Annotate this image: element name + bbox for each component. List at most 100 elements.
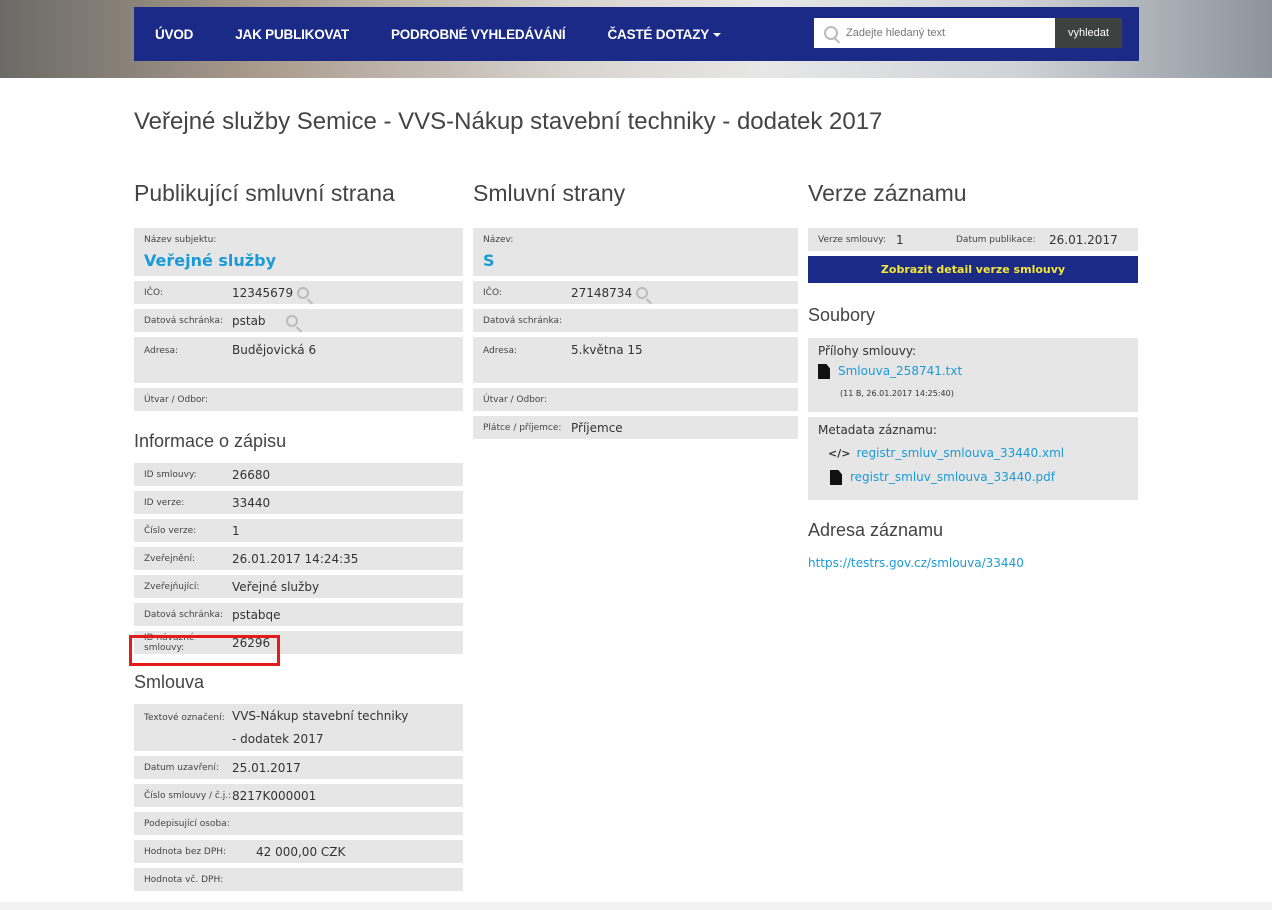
value: VVS-Nákup stavební techniky - dodatek 20… [232,709,409,746]
attachment-link[interactable]: Smlouva_258741.txt [838,364,963,378]
contract-row: Hodnota vč. DPH: [134,868,463,891]
label: Podepisující osoba: [144,818,230,829]
publisher-heading: Publikující smluvní strana [134,180,395,206]
pdf-file-icon [830,470,842,485]
info-row: ID verze: 33440 [134,491,463,514]
label: Datová schránka: [144,315,224,326]
label: Zveřejnění: [144,553,196,564]
page-footer-strip [0,902,1272,910]
value: 12345679 [232,285,294,300]
search-icon[interactable] [285,314,298,327]
label: Datová schránka: [483,315,563,326]
value: 26.01.2017 [1049,232,1118,247]
value: 25.01.2017 [232,760,301,775]
value: 5.května 15 [571,343,643,357]
label: Adresa: [483,346,517,356]
party-address-row: Adresa: 5.května 15 [473,337,798,383]
value: 26680 [232,467,271,482]
label: ID verze: [144,497,185,508]
contract-row: Číslo smlouvy / č.j.: 8217K000001 [134,784,463,807]
nav-caste-dotazy-label: ČASTÉ DOTAZY [607,26,710,42]
version-heading: Verze záznamu [808,180,967,206]
value: 8217K000001 [232,788,317,803]
value: pstab [232,313,266,328]
record-heading: Adresa záznamu [808,520,944,540]
label: Útvar / Odbor: [144,394,209,405]
contract-heading: Smlouva [134,672,205,692]
page-title: Veřejné služby Semice - VVS-Nákup staveb… [134,108,883,135]
label: Textové označení: [144,713,225,723]
nav-uvod[interactable]: ÚVOD [155,26,194,42]
metadata-label: Metadata záznamu: [818,423,937,437]
attachment-meta: (11 B, 26.01.2017 14:25:40) [840,389,954,398]
label: Název: [483,235,514,245]
value: Budějovická 6 [232,343,317,357]
version-detail-button[interactable]: Zobrazit detail verze smlouvy [808,256,1138,283]
value: 42 000,00 CZK [256,844,346,859]
publisher-ds-row: Datová schránka: pstab [134,309,463,332]
label: Útvar / Odbor: [483,394,548,405]
info-row: Číslo verze: 1 [134,519,463,542]
search-icon[interactable] [636,286,649,299]
label: Číslo verze: [144,525,197,536]
info-row: Zveřejnění: 26.01.2017 14:24:35 [134,547,463,570]
caret-down-icon [713,32,722,37]
xml-link[interactable]: registr_smluv_smlouva_33440.xml [856,446,1065,460]
label: Datum publikace: [956,234,1036,245]
value: 26.01.2017 14:24:35 [232,551,359,566]
value: 33440 [232,495,271,510]
main-nav: ÚVOD JAK PUBLIKOVAT PODROBNÉ VYHLEDÁVÁNÍ… [134,7,1139,61]
info-row: Zveřejňující: Veřejné služby [134,575,463,598]
file-icon [818,364,830,379]
linked-contract-link[interactable]: 26296 [232,635,271,650]
party-payer-row: Plátce / příjemce: Příjemce [473,416,798,439]
nav-jak-publikovat[interactable]: JAK PUBLIKOVAT [235,26,349,42]
search-input[interactable] [846,27,1036,39]
value: 27148734 [571,285,633,300]
party-name-row: Název: S [473,228,798,276]
label: Číslo smlouvy / č.j.: [144,790,232,801]
label: Název subjektu: [144,235,217,245]
publisher-address-row: Adresa: Budějovická 6 [134,337,463,383]
label: Hodnota vč. DPH: [144,874,224,885]
publisher-ico-row: IČO: 12345679 [134,281,463,304]
search-icon [824,26,838,40]
contract-text-row: Textové označení: VVS-Nákup stavební tech… [134,704,463,751]
label: ID smlouvy: [144,469,197,480]
search-button[interactable]: vyhledat [1055,18,1122,48]
publisher-unit-row: Útvar / Odbor: [134,388,463,411]
party-ds-row: Datová schránka: [473,309,798,332]
party-name: S [483,251,495,270]
contract-row: Podepisující osoba: [134,812,463,835]
version-column: Verze záznamu Verze smlouvy: 1 Datum publi… [808,180,1138,571]
label: Adresa: [144,346,178,356]
label: Verze smlouvy: [818,234,887,245]
label: IČO: [144,287,163,298]
label: Datum uzavření: [144,762,219,773]
publisher-column: Publikující smluvní strana Název subjekt… [134,180,463,896]
value: 1 [896,232,904,247]
party-ico-row: IČO: 27148734 [473,281,798,304]
info-row: ID smlouvy: 26680 [134,463,463,486]
publisher-name-row: Název subjektu: Veřejné služby [134,228,463,276]
label: Datová schránka: [144,609,224,620]
contract-row: Datum uzavření: 25.01.2017 [134,756,463,779]
nav-podrobne-vyhledavani[interactable]: PODROBNÉ VYHLEDÁVÁNÍ [390,26,566,42]
record-url-link[interactable]: https://testrs.gov.cz/smlouva/33440 [808,556,1024,570]
nav-caste-dotazy[interactable]: ČASTÉ DOTAZY [607,26,722,42]
pdf-link[interactable]: registr_smluv_smlouva_33440.pdf [850,470,1056,484]
search-icon[interactable] [297,286,310,299]
search-form: vyhledat [814,18,1122,48]
parties-heading: Smluvní strany [473,180,626,206]
attachments-box: Přílohy smlouvy: Smlouva_258741.txt (11 … [808,338,1138,412]
label: Zveřejňující: [144,581,200,592]
metadata-box: Metadata záznamu: </> registr_smluv_smlou… [808,417,1138,500]
publisher-name: Veřejné služby [144,251,276,270]
party-unit-row: Útvar / Odbor: [473,388,798,411]
label: Hodnota bez DPH: [144,846,227,857]
value: Veřejné služby [232,579,320,594]
info-heading: Informace o zápisu [134,431,287,451]
value: pstabqe [232,607,281,622]
highlight-box [129,635,280,666]
version-row: Verze smlouvy: 1 Datum publikace: 26.01.201… [808,228,1138,251]
